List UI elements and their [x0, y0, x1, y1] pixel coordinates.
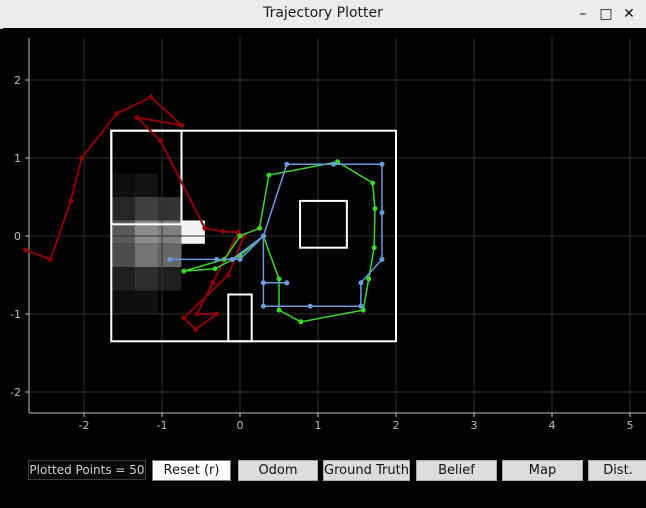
trajectory-plot[interactable]: -2 -1 0 1 2 3 4 5 2 1 0 -1 -2 — [3, 28, 646, 460]
odom-path-point — [235, 229, 241, 235]
odom-path-point — [210, 280, 216, 286]
belief-path-point — [379, 210, 385, 216]
distribution-cell — [181, 220, 205, 244]
distribution-cell — [158, 243, 182, 268]
x-tick-label: 3 — [471, 419, 478, 432]
distribution-cell — [111, 267, 135, 291]
distribution-cell — [134, 220, 159, 244]
y-tick-label: 2 — [14, 74, 21, 87]
dist-button[interactable]: Dist. — [588, 460, 646, 481]
distribution-cell — [134, 197, 159, 221]
odom-path-point — [114, 111, 120, 117]
close-button[interactable]: ✕ — [623, 6, 635, 22]
odom-path-point — [225, 272, 231, 278]
ground-truth-path-point — [257, 225, 262, 231]
map-wall — [227, 293, 253, 343]
ground-truth-path-point — [335, 159, 340, 165]
odom-button[interactable]: Odom — [238, 460, 318, 481]
odom-path-point — [79, 155, 85, 161]
odom-path-point — [194, 311, 200, 317]
distribution-cell — [111, 173, 135, 197]
x-tick-label: 4 — [549, 419, 556, 432]
maximize-button[interactable]: □ — [599, 6, 613, 22]
distribution-cell — [158, 197, 182, 221]
distribution-cell — [158, 267, 182, 291]
odom-path-point — [220, 228, 226, 234]
belief-path-point — [307, 303, 313, 309]
x-tick-label: 2 — [393, 419, 400, 432]
ground-truth-path-point — [181, 268, 187, 274]
distribution-cell — [134, 267, 159, 291]
minimize-button[interactable]: – — [579, 6, 587, 22]
title-bar: Trajectory Plotter – □ ✕ — [0, 0, 646, 29]
distribution-cell — [111, 243, 135, 268]
y-tick-label: -1 — [10, 308, 21, 321]
ground-truth-path-point — [276, 307, 282, 313]
belief-path-point — [379, 161, 385, 167]
belief-path-point — [331, 161, 337, 167]
belief-path-point — [358, 303, 364, 309]
ground-truth-path-point — [266, 172, 272, 178]
map-wall — [299, 199, 348, 249]
ground-truth-path-point — [366, 276, 372, 282]
map-wall — [110, 129, 183, 226]
ground-truth-path-point — [360, 307, 366, 313]
x-tick-label: 5 — [627, 419, 634, 432]
ground-truth-path-point — [237, 233, 243, 239]
map-button[interactable]: Map — [502, 460, 583, 481]
distribution-cell — [134, 243, 159, 268]
ground-truth-button[interactable]: Ground Truth — [323, 460, 410, 481]
distribution-cell — [111, 197, 135, 221]
ground-truth-path-point — [372, 206, 378, 212]
x-tick-label: 1 — [315, 419, 322, 432]
belief-path-point — [237, 256, 243, 262]
reset-button[interactable]: Reset (r) — [152, 460, 231, 481]
belief-path-point — [214, 256, 220, 262]
x-tick-label: -1 — [157, 419, 168, 432]
belief-path-point — [167, 256, 173, 262]
belief-path-point — [284, 280, 290, 286]
ground-truth-path-point — [298, 319, 304, 325]
plot-canvas[interactable]: -2 -1 0 1 2 3 4 5 2 1 0 -1 -2 — [3, 28, 646, 454]
distribution-cell — [134, 290, 159, 314]
odom-path-point — [23, 247, 28, 253]
distribution-cell — [111, 220, 135, 244]
odom-path-point — [68, 198, 74, 204]
ground-truth-path-point — [370, 180, 376, 186]
window-title: Trajectory Plotter — [263, 5, 383, 21]
belief-path-point — [260, 280, 266, 286]
odom-path-point — [47, 256, 53, 262]
distribution-cell — [111, 290, 135, 314]
odom-path-point — [134, 114, 140, 120]
ground-truth-path-point — [371, 245, 377, 251]
x-tick-label: 0 — [237, 419, 244, 432]
map-wall — [110, 129, 398, 343]
odom-path-point — [157, 138, 163, 144]
x-tick-label: -2 — [79, 419, 90, 432]
odom-path-point — [214, 311, 220, 317]
distribution-cell — [134, 173, 159, 197]
odom-path-point — [179, 122, 184, 128]
distribution-cell — [158, 220, 182, 244]
odom-path-point — [148, 94, 154, 100]
plot-background — [3, 28, 646, 454]
belief-path-point — [260, 233, 266, 239]
odom-path-point — [181, 315, 187, 321]
belief-path-point — [229, 256, 235, 262]
belief-path-point — [284, 161, 290, 167]
ground-truth-path-point — [212, 266, 218, 272]
plotted-points-counter: Plotted Points = 50 — [28, 460, 146, 480]
belief-path-line — [169, 163, 383, 307]
belief-path-point — [379, 256, 385, 262]
belief-button[interactable]: Belief — [416, 460, 497, 481]
belief-path-point — [260, 303, 266, 309]
y-tick-label: 0 — [14, 230, 21, 243]
odom-path-point — [202, 225, 208, 231]
ground-truth-path-point — [276, 276, 282, 282]
odom-path-point — [193, 327, 199, 333]
belief-path-point — [358, 280, 364, 286]
y-tick-label: -2 — [10, 386, 21, 399]
y-tick-label: 1 — [14, 152, 21, 165]
